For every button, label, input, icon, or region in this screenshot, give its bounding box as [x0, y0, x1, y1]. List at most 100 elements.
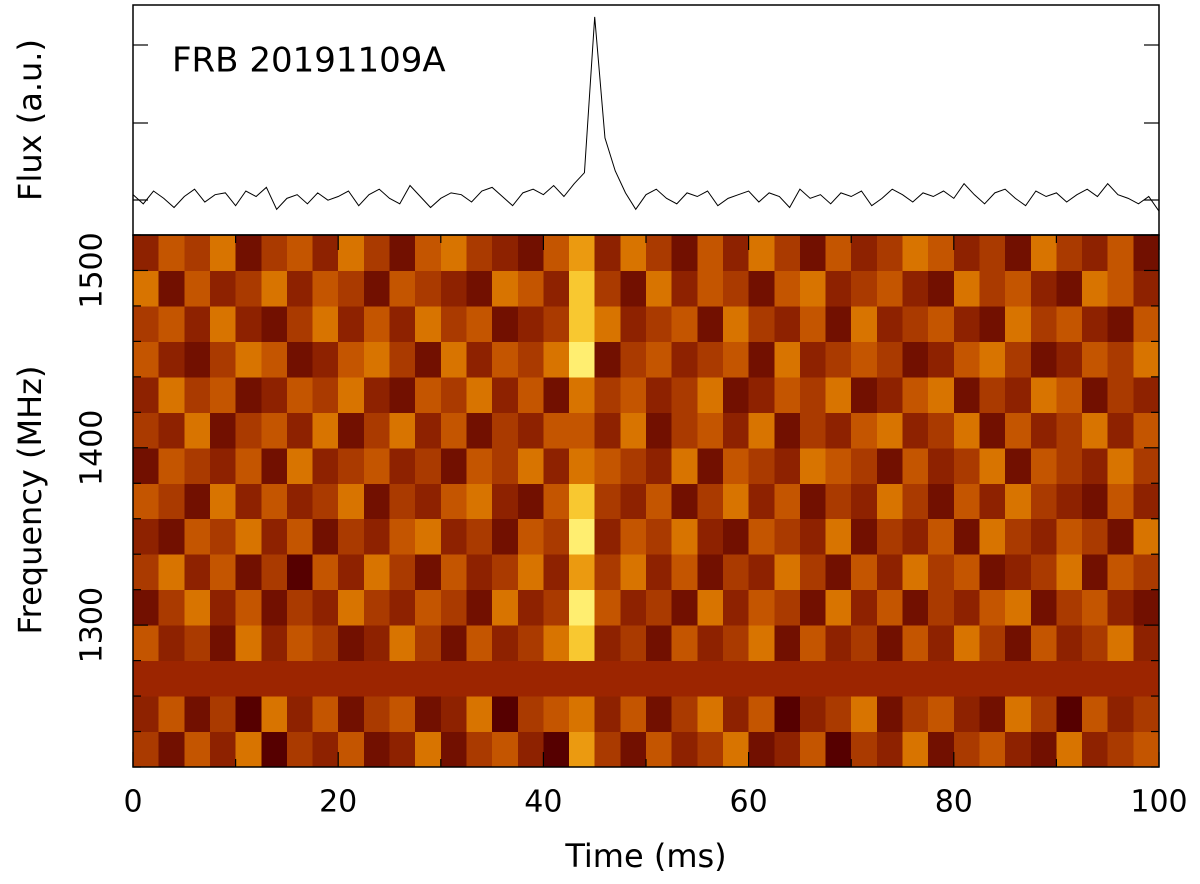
- cell: [338, 589, 365, 626]
- cell: [415, 696, 442, 733]
- cell: [363, 412, 390, 449]
- cell: [722, 270, 750, 307]
- cell: [338, 341, 365, 378]
- cell: [235, 483, 262, 520]
- cell: [1030, 341, 1057, 378]
- cell: [620, 376, 647, 413]
- cell: [184, 447, 211, 484]
- cell: [1056, 412, 1083, 449]
- cell: [697, 341, 724, 378]
- cell: [1107, 376, 1134, 413]
- cell: [1107, 731, 1134, 768]
- cell: [338, 625, 365, 662]
- cell: [517, 447, 544, 484]
- cell: [569, 518, 596, 555]
- cell: [209, 696, 237, 733]
- cell: [1030, 376, 1057, 413]
- cell: [415, 341, 442, 378]
- cell: [1005, 660, 1032, 697]
- cell: [620, 518, 647, 555]
- cell: [646, 376, 673, 413]
- cell: [1005, 376, 1032, 413]
- cell: [1107, 447, 1134, 484]
- cell: [722, 412, 750, 449]
- cell: [1005, 589, 1032, 626]
- cell: [979, 518, 1006, 555]
- cell: [928, 447, 955, 484]
- cell: [543, 235, 570, 271]
- cell: [1030, 518, 1057, 555]
- cell: [594, 554, 621, 591]
- cell: [338, 270, 365, 307]
- cell: [440, 447, 467, 484]
- cell: [799, 696, 827, 733]
- cell: [440, 235, 467, 271]
- cell: [825, 376, 852, 413]
- cell: [1056, 341, 1083, 378]
- cell: [902, 660, 929, 697]
- cell: [697, 376, 724, 413]
- cell: [979, 554, 1006, 591]
- cell: [1107, 589, 1134, 626]
- cell: [569, 341, 596, 378]
- cell: [594, 625, 621, 662]
- cell: [389, 447, 416, 484]
- cell: [466, 270, 493, 307]
- cell: [312, 341, 339, 378]
- cell: [1133, 625, 1160, 662]
- cell: [492, 696, 519, 733]
- cell: [1133, 731, 1160, 768]
- cell: [594, 235, 621, 271]
- cell: [389, 376, 416, 413]
- cell: [671, 554, 698, 591]
- cell: [1107, 270, 1134, 307]
- cell: [979, 483, 1006, 520]
- cell: [671, 483, 698, 520]
- cell: [389, 660, 416, 697]
- cell: [209, 483, 237, 520]
- cell: [722, 483, 750, 520]
- x-tick-label: 20: [319, 785, 357, 820]
- cell: [953, 376, 980, 413]
- cell: [1056, 554, 1083, 591]
- cell: [158, 554, 185, 591]
- cell: [158, 270, 185, 307]
- cell: [646, 305, 673, 342]
- cell: [671, 589, 698, 626]
- cell: [492, 305, 519, 342]
- cell: [928, 696, 955, 733]
- cell: [671, 412, 698, 449]
- cell: [363, 589, 390, 626]
- cell: [261, 447, 288, 484]
- cell: [1056, 518, 1083, 555]
- cell: [953, 270, 980, 307]
- cell: [799, 731, 827, 768]
- cell: [338, 235, 365, 271]
- cell: [851, 305, 878, 342]
- cell: [235, 341, 262, 378]
- cell: [184, 625, 211, 662]
- cell: [158, 305, 185, 342]
- cell: [389, 696, 416, 733]
- cell: [876, 235, 903, 271]
- cell: [646, 660, 673, 697]
- cell: [1056, 660, 1083, 697]
- cell: [953, 518, 980, 555]
- cell: [697, 235, 724, 271]
- cell: [1133, 589, 1160, 626]
- cell: [492, 447, 519, 484]
- cell: [286, 554, 314, 591]
- cell: [133, 483, 160, 520]
- cell: [158, 412, 185, 449]
- cell: [876, 270, 903, 307]
- cell: [620, 305, 647, 342]
- cell: [1005, 625, 1032, 662]
- cell: [774, 625, 801, 662]
- y-axis-label: Frequency (MHz): [11, 366, 49, 635]
- cell: [133, 554, 160, 591]
- cell: [979, 412, 1006, 449]
- cell: [492, 625, 519, 662]
- cell: [851, 412, 878, 449]
- cell: [799, 625, 827, 662]
- cell: [209, 376, 237, 413]
